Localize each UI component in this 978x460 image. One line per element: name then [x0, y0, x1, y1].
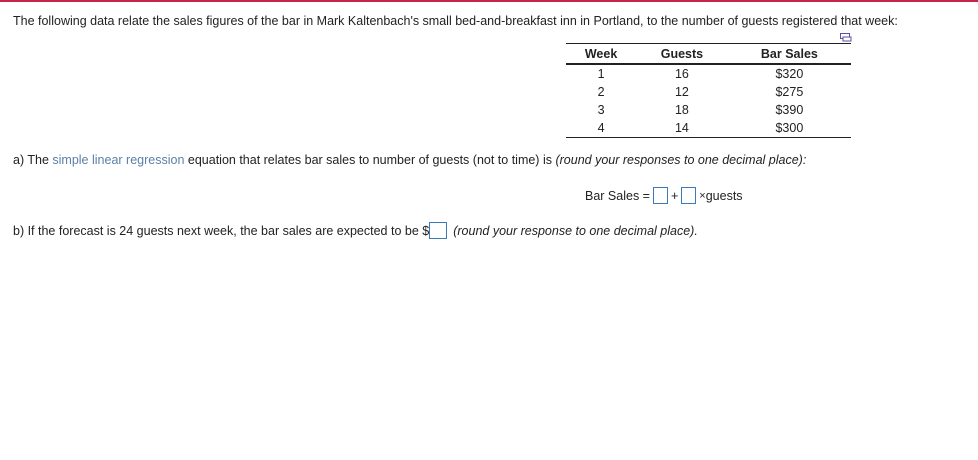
slope-input[interactable] — [681, 187, 697, 204]
cell: $390 — [775, 103, 804, 117]
cell: 18 — [674, 103, 689, 117]
table-row: 3 18 $390 — [566, 101, 851, 119]
cell: 3 — [597, 103, 605, 117]
top-accent-bar — [0, 0, 978, 2]
cell: 16 — [674, 67, 689, 81]
equation-variable: guests — [705, 188, 743, 203]
header-week: Week — [566, 43, 637, 65]
part-b-note: (round your response to one decimal plac… — [453, 223, 698, 238]
table-row: 1 16 $320 — [566, 64, 851, 83]
equation-lhs: Bar Sales = — [585, 188, 650, 203]
cell: 12 — [674, 85, 689, 99]
table-row: 4 14 $300 — [566, 119, 851, 138]
part-b-question: b) If the forecast is 24 guests next wee… — [13, 222, 698, 239]
cell: $300 — [775, 121, 804, 135]
part-a-prefix: a) The — [13, 153, 49, 167]
cell: 2 — [597, 85, 605, 99]
part-a-note: (round your responses to one decimal pla… — [555, 153, 807, 167]
times-sign: × — [699, 189, 706, 202]
regression-equation: Bar Sales = + × guests — [585, 187, 743, 204]
forecast-input[interactable] — [429, 222, 448, 239]
question-intro: The following data relate the sales figu… — [13, 14, 898, 28]
data-table: Week Guests Bar Sales 1 16 $320 2 12 $275 3 1… — [566, 43, 851, 138]
cell: $320 — [775, 67, 804, 81]
intercept-input[interactable] — [652, 187, 668, 204]
glossary-link[interactable]: simple linear regression — [52, 153, 185, 167]
header-bar-sales: Bar Sales — [727, 43, 851, 65]
cell: 14 — [674, 121, 689, 135]
table-row: 2 12 $275 — [566, 83, 851, 101]
header-guests: Guests — [636, 43, 728, 65]
cell: 4 — [597, 121, 605, 135]
cell: $275 — [775, 85, 804, 99]
plus-sign: + — [670, 188, 679, 203]
cell: 1 — [597, 67, 605, 81]
part-a-text: equation that relates bar sales to numbe… — [187, 153, 552, 167]
copy-table-icon[interactable] — [840, 33, 852, 42]
part-a-question: a) The simple linear regression equation… — [13, 153, 806, 167]
part-b-text: b) If the forecast is 24 guests next wee… — [13, 223, 430, 238]
